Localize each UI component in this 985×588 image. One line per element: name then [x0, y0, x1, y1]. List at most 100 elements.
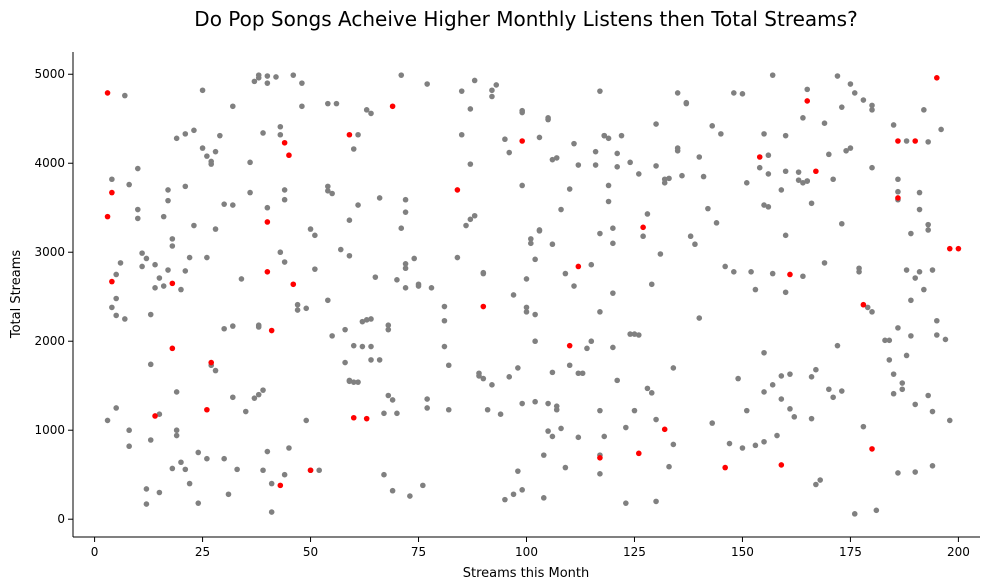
data-point-other — [264, 80, 271, 86]
y-axis-ticks: 0 1000 2000 3000 4000 5000 — [34, 67, 73, 526]
data-point-other — [286, 445, 292, 451]
data-point-other — [890, 122, 897, 128]
data-point-other — [411, 255, 418, 262]
data-point-pop — [307, 467, 314, 474]
data-point-other — [186, 480, 193, 487]
data-point-other — [929, 267, 936, 273]
data-point-other — [134, 215, 141, 222]
data-point-other — [523, 276, 530, 282]
data-point-other — [908, 297, 914, 304]
data-point-other — [705, 205, 711, 212]
data-point-other — [398, 225, 405, 232]
data-point-other — [109, 304, 115, 311]
data-point-other — [303, 305, 310, 312]
data-point-other — [752, 286, 759, 293]
data-point-pop — [860, 301, 867, 308]
data-point-other — [299, 103, 305, 110]
data-point-other — [281, 471, 288, 478]
data-point-other — [761, 389, 767, 395]
data-point-other — [890, 390, 897, 397]
data-point-other — [795, 177, 802, 183]
data-point-other — [424, 81, 430, 87]
data-point-other — [385, 326, 392, 333]
data-point-other — [441, 343, 448, 350]
data-point-other — [355, 379, 361, 385]
data-point-other — [592, 148, 599, 155]
data-point-other — [502, 496, 508, 503]
data-point-other — [221, 455, 227, 462]
data-point-pop — [813, 168, 819, 175]
data-point-other — [731, 269, 737, 275]
y-tick-label: 3000 — [34, 245, 65, 259]
data-point-other — [661, 176, 668, 183]
data-point-other — [800, 115, 806, 121]
data-point-other — [225, 491, 232, 498]
x-tick-label: 125 — [623, 545, 646, 559]
data-point-pop — [912, 138, 919, 144]
data-point-other — [916, 269, 923, 275]
data-point-other — [122, 316, 128, 322]
data-point-pop — [169, 280, 176, 287]
data-point-other — [562, 270, 569, 277]
data-point-other — [536, 134, 543, 141]
data-point-pop — [955, 245, 962, 252]
y-tick-label: 4000 — [34, 156, 65, 170]
data-point-other — [735, 375, 741, 382]
data-point-other — [899, 386, 906, 393]
data-point-other — [653, 416, 659, 423]
data-point-other — [623, 424, 629, 431]
data-point-other — [126, 443, 132, 450]
data-point-other — [882, 337, 888, 344]
data-point-pop — [804, 98, 811, 104]
data-point-other — [553, 406, 560, 413]
data-point-other — [549, 156, 556, 163]
data-point-other — [800, 273, 806, 280]
data-point-other — [204, 455, 210, 462]
data-point-other — [260, 130, 266, 136]
data-point-other — [860, 423, 867, 430]
x-tick-label: 75 — [411, 545, 426, 559]
data-point-pop — [566, 342, 573, 349]
data-point-other — [126, 427, 132, 434]
data-point-other — [679, 172, 685, 179]
data-point-other — [761, 349, 767, 356]
data-point-other — [325, 297, 331, 304]
data-point-other — [782, 168, 789, 175]
data-point-other — [653, 498, 659, 505]
data-point-other — [925, 392, 931, 399]
data-point-other — [113, 295, 119, 302]
data-point-other — [597, 88, 603, 94]
data-point-other — [903, 138, 910, 144]
data-point-other — [644, 211, 651, 217]
data-point-other — [813, 366, 819, 373]
data-point-other — [389, 487, 396, 494]
data-point-other — [566, 186, 573, 192]
data-point-other — [290, 72, 297, 78]
data-point-other — [346, 252, 353, 259]
data-point-other — [532, 256, 538, 263]
data-point-pop — [661, 426, 668, 433]
data-point-pop — [597, 454, 603, 461]
data-point-other — [545, 116, 551, 123]
data-point-other — [251, 78, 258, 85]
data-point-other — [212, 367, 219, 374]
data-point-other — [484, 406, 491, 413]
data-point-other — [869, 102, 875, 109]
data-point-pop — [346, 131, 353, 138]
data-point-pop — [787, 271, 793, 278]
data-point-other — [670, 365, 677, 371]
data-point-other — [774, 432, 780, 439]
data-point-other — [165, 267, 171, 273]
y-tick-label: 2000 — [34, 334, 65, 348]
data-point-other — [519, 109, 525, 116]
data-point-pop — [722, 464, 728, 471]
data-point-other — [847, 145, 854, 151]
data-point-pop — [640, 224, 646, 231]
data-point-other — [458, 88, 465, 94]
data-point-other — [376, 195, 383, 201]
data-point-other — [912, 469, 919, 475]
data-point-other — [359, 318, 366, 325]
data-point-other — [264, 448, 271, 455]
